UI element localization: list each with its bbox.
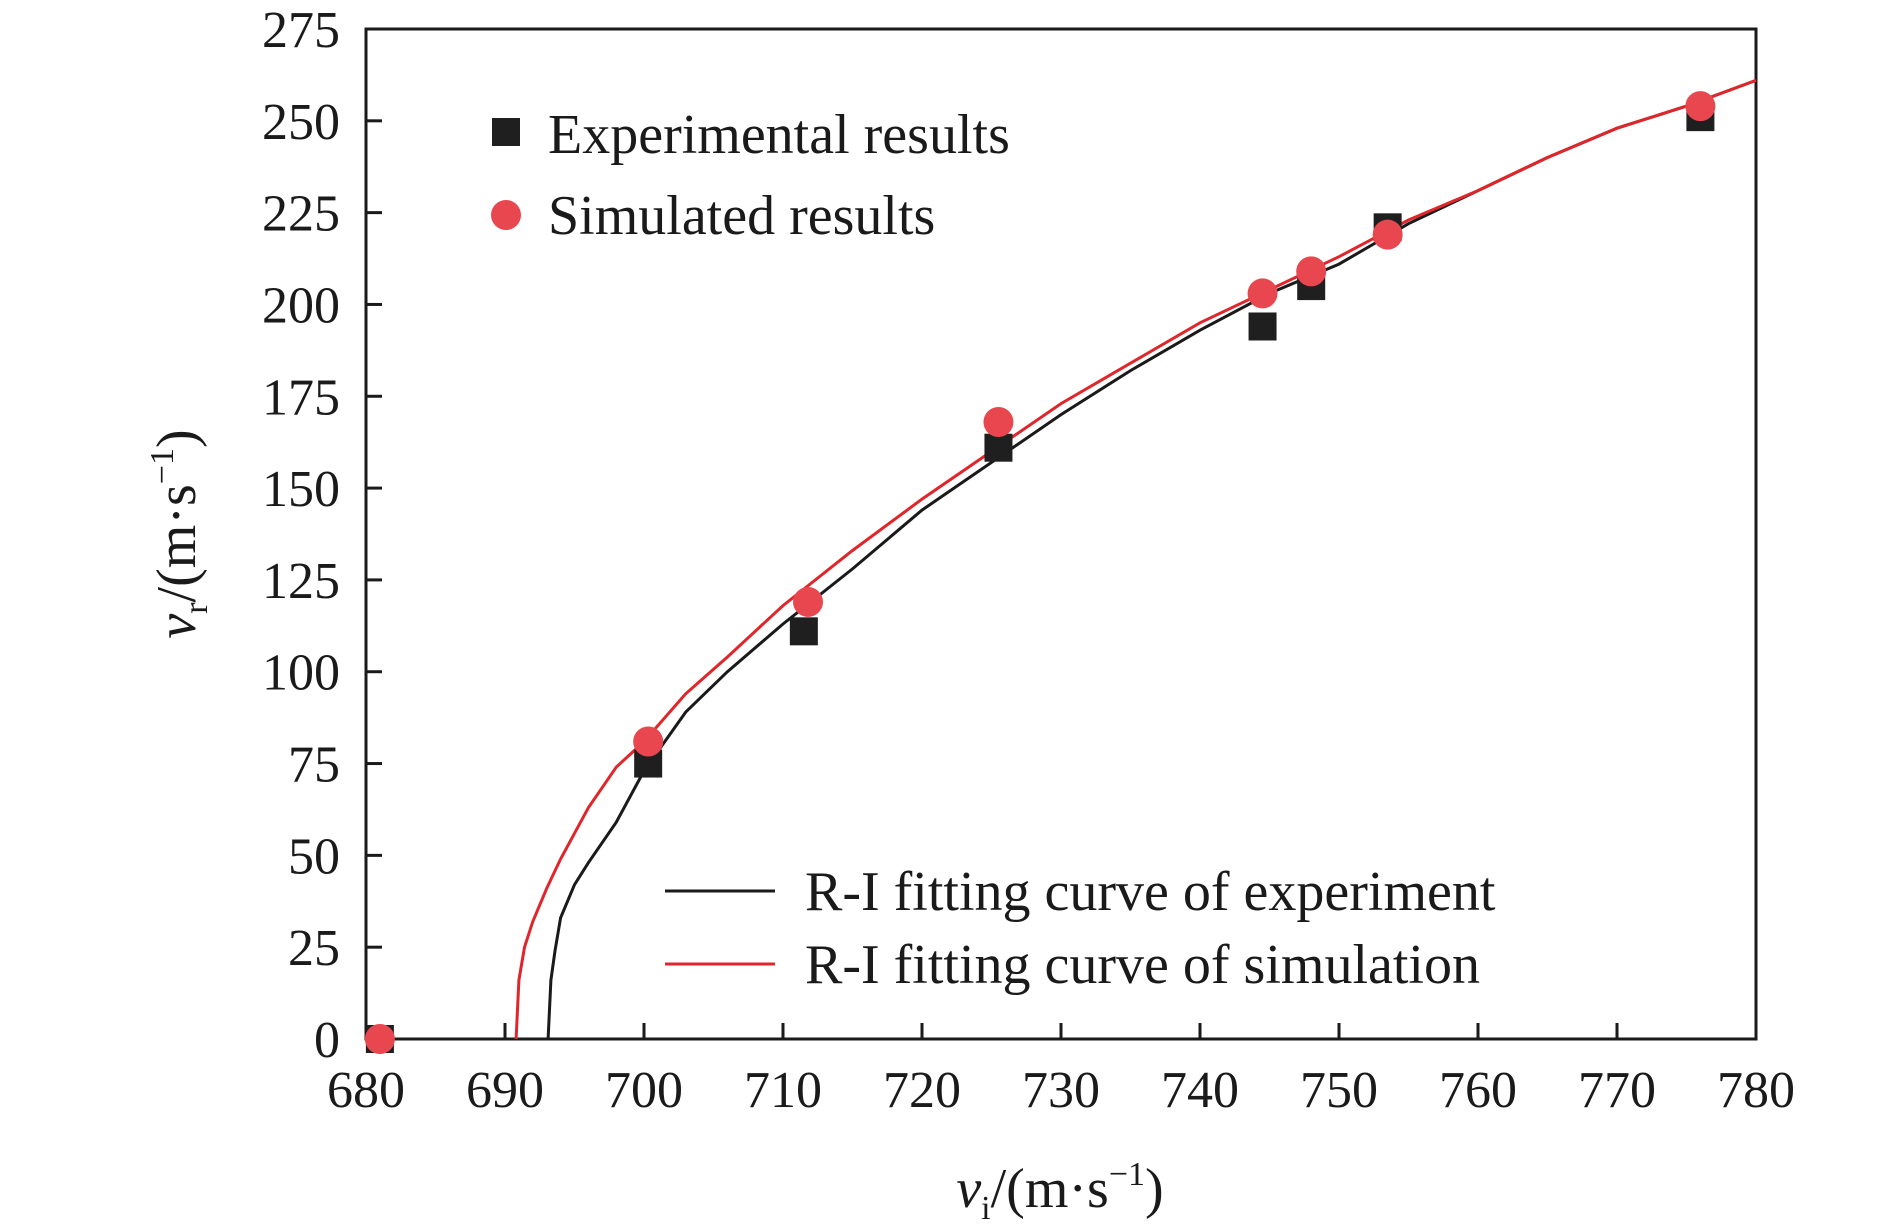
simulated-point bbox=[633, 726, 664, 757]
x-tick-label: 750 bbox=[1300, 1062, 1378, 1119]
x-tick-label: 770 bbox=[1578, 1062, 1656, 1119]
x-axis-title-var: v bbox=[956, 1158, 981, 1220]
y-tick-label: 100 bbox=[262, 645, 340, 702]
x-tick-label: 680 bbox=[327, 1062, 405, 1119]
x-axis-title-unit: /(m·s bbox=[991, 1158, 1109, 1220]
y-tick-label: 50 bbox=[288, 828, 340, 885]
y-tick-label: 0 bbox=[314, 1012, 340, 1069]
x-tick-label: 700 bbox=[605, 1062, 683, 1119]
legend-circle-marker bbox=[491, 200, 521, 230]
y-tick-label: 175 bbox=[262, 369, 340, 426]
y-tick-label: 150 bbox=[262, 461, 340, 518]
experimental-point bbox=[789, 617, 818, 646]
simulated-point bbox=[364, 1024, 395, 1054]
x-axis-title: vi/(m·s−1) bbox=[956, 1156, 1163, 1227]
y-axis-title-sup: −1 bbox=[144, 448, 181, 484]
legend-points: Experimental results Simulated results bbox=[491, 104, 1010, 247]
x-tick-label: 710 bbox=[744, 1062, 822, 1119]
x-tick-label: 740 bbox=[1161, 1062, 1239, 1119]
fit-curves bbox=[514, 78, 1757, 1040]
legend-label-experimental: Experimental results bbox=[548, 104, 1010, 166]
y-axis-title-close: ) bbox=[146, 429, 208, 448]
y-axis: 0 25 50 75 100 125 150 175 200 225 250 275 bbox=[262, 2, 382, 1069]
y-axis-title-unit: /(m·s bbox=[146, 484, 208, 602]
x-axis-title-close: ) bbox=[1145, 1158, 1164, 1220]
simulated-point bbox=[1372, 219, 1403, 250]
y-axis-title-var: v bbox=[146, 614, 208, 639]
experimental-point bbox=[1248, 312, 1277, 341]
x-axis-title-sup: −1 bbox=[1109, 1156, 1145, 1193]
x-axis-title-sub: i bbox=[981, 1190, 990, 1227]
y-tick-label: 125 bbox=[262, 553, 340, 610]
simulated-point bbox=[983, 406, 1014, 437]
legend-label-fit-simulation: R-I fitting curve of simulation bbox=[805, 934, 1480, 996]
data-points bbox=[364, 91, 1716, 1054]
y-tick-label: 275 bbox=[262, 2, 340, 59]
y-tick-label: 75 bbox=[288, 737, 340, 794]
fit-curve-line bbox=[514, 78, 1757, 1040]
x-tick-label: 760 bbox=[1439, 1062, 1517, 1119]
x-axis: 680 690 700 710 720 730 740 750 760 770 780 bbox=[327, 1023, 1795, 1119]
legend-square-marker bbox=[492, 118, 520, 146]
x-tick-label: 730 bbox=[1022, 1062, 1100, 1119]
legend-lines: R-I fitting curve of experiment R-I fitt… bbox=[665, 861, 1496, 996]
simulated-point bbox=[793, 586, 824, 617]
legend-label-fit-experiment: R-I fitting curve of experiment bbox=[805, 861, 1496, 923]
y-tick-label: 225 bbox=[262, 186, 340, 243]
y-tick-label: 200 bbox=[262, 277, 340, 334]
legend-label-simulated: Simulated results bbox=[548, 185, 935, 247]
experimental-point bbox=[984, 433, 1013, 462]
simulated-point bbox=[1296, 256, 1327, 287]
x-tick-label: 720 bbox=[883, 1062, 961, 1119]
x-tick-label: 780 bbox=[1717, 1062, 1795, 1119]
x-tick-label: 690 bbox=[466, 1062, 544, 1119]
simulated-point bbox=[1685, 91, 1716, 122]
y-axis-title-sub: r bbox=[178, 602, 215, 614]
simulated-point bbox=[1247, 278, 1278, 309]
y-tick-label: 25 bbox=[288, 920, 340, 977]
y-axis-title: vr/(m·s−1) bbox=[144, 429, 215, 638]
y-tick-label: 250 bbox=[262, 94, 340, 151]
